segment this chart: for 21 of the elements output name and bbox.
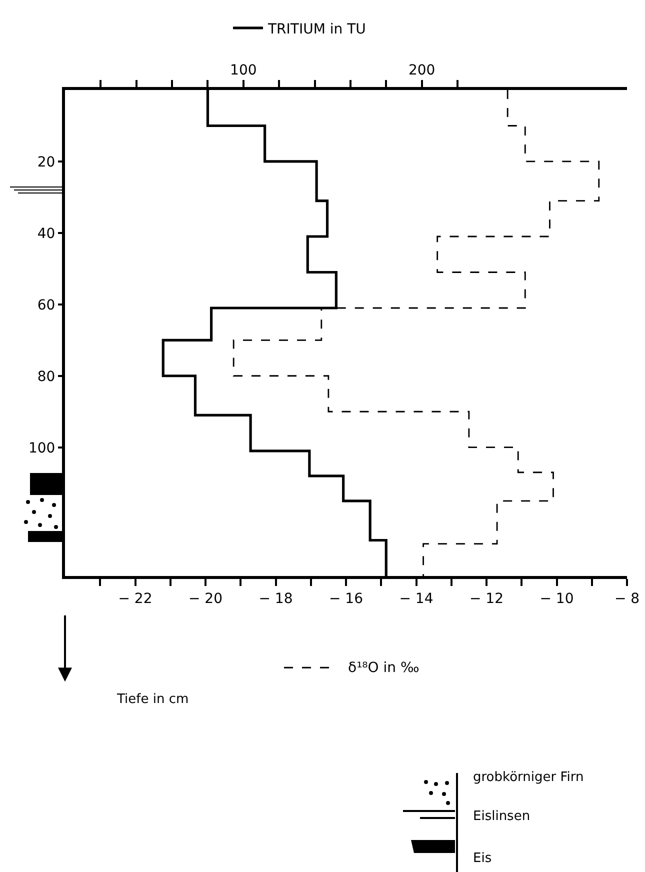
text: Tiefe in cm — [116, 692, 189, 707]
x-tick-label: − 10 — [540, 590, 574, 607]
x-tick-label: − 20 — [188, 590, 222, 607]
text: grobkörniger Firn — [473, 770, 584, 785]
x2-tick-label: 200 — [408, 62, 436, 78]
x2-tick-label: 100 — [230, 62, 257, 78]
legend-label: TRITIUM in TU — [267, 21, 366, 38]
y-tick-label: 60 — [37, 297, 56, 314]
x-tick-label: − 22 — [118, 590, 152, 607]
y-tick-label: 80 — [37, 368, 56, 385]
x-tick-label: − 18 — [258, 590, 293, 607]
x-tick-label: − 12 — [470, 590, 504, 607]
text: Eis — [473, 851, 492, 866]
y-tick-label: 100 — [28, 440, 56, 456]
y-tick-label: 40 — [37, 226, 56, 242]
x-axis-title: δ¹⁸O in ‰ — [348, 660, 420, 676]
y-tick-label: 20 — [37, 154, 56, 170]
x-tick-label: − 14 — [399, 590, 434, 607]
x-tick-label: − 8 — [614, 590, 640, 607]
x-tick-label: − 16 — [329, 590, 364, 607]
text: Eislinsen — [473, 809, 530, 824]
